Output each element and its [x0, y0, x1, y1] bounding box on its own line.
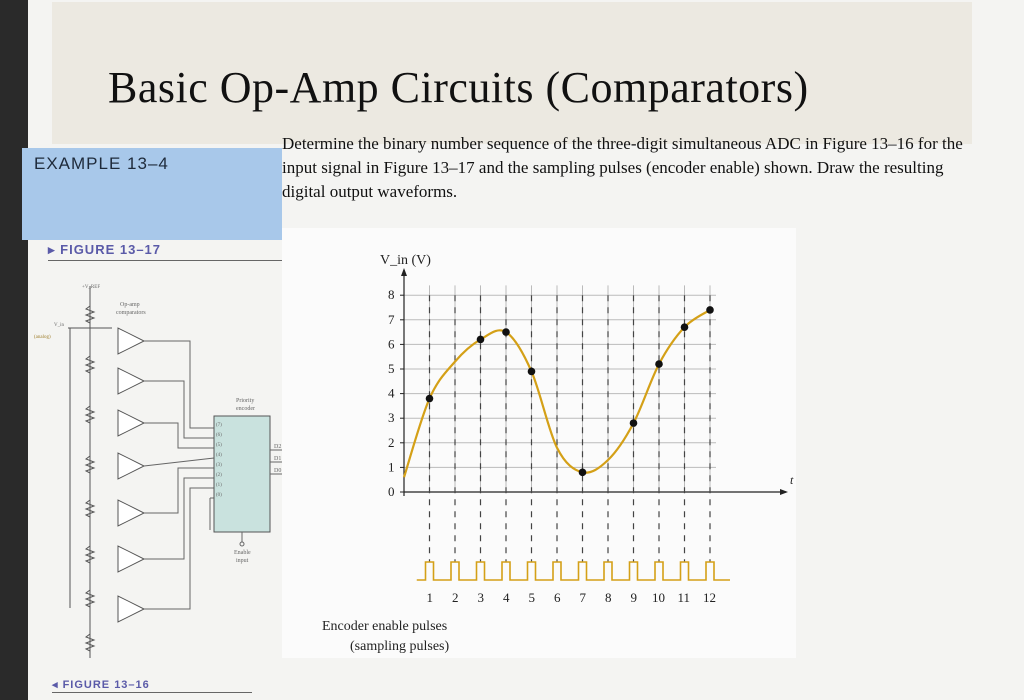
- svg-text:(2): (2): [216, 473, 222, 478]
- comparator-3: [117, 499, 146, 527]
- adc-circuit-diagram: Op-amp comparators Priority encoder Bina…: [34, 285, 312, 658]
- svg-text:D2: D2: [274, 444, 281, 450]
- svg-text:(3): (3): [216, 463, 222, 468]
- figure-17-label: ▸ FIGURE 13–17: [48, 242, 161, 258]
- comparator-4: [117, 452, 146, 480]
- sample-point-3: [476, 335, 485, 344]
- pulse-caption-line-1: Encoder enable pulses: [322, 619, 447, 634]
- y-axis-arrow-icon: [401, 268, 407, 276]
- pulse-caption-line-2: (sampling pulses): [350, 639, 449, 654]
- analog-label: (analog): [34, 335, 51, 340]
- y-tick-label-0: 0: [388, 484, 395, 499]
- output-labels: D2 D1 D0: [274, 444, 281, 474]
- sample-point-4: [502, 328, 510, 336]
- sample-point-10: [655, 360, 663, 368]
- enable-label: Enable: [234, 550, 251, 556]
- encoder-label-2: encoder: [236, 406, 255, 412]
- figure-16-arrow-icon: ◂: [52, 679, 63, 691]
- y-tick-labels: 0 1 2 3 4 5 6 7 8: [388, 287, 404, 499]
- pulse-label-11: 11: [678, 590, 691, 605]
- pulse-label-2: 2: [452, 590, 459, 605]
- figure-17-rule: [48, 260, 284, 261]
- sample-point-5: [527, 367, 536, 376]
- svg-text:(1): (1): [216, 483, 222, 488]
- problem-text: Determine the binary number sequence of …: [282, 134, 963, 201]
- encoder-input-labels: (7) (6) (5) (4) (3) (2) (1) (0): [216, 423, 222, 498]
- opamp-label: Op-amp: [120, 302, 140, 308]
- example-label: EXAMPLE 13–4: [34, 154, 169, 173]
- figure-17-label-text: FIGURE 13–17: [60, 242, 162, 257]
- example-band: [22, 148, 282, 240]
- y-tick-label-5: 5: [388, 361, 395, 376]
- sample-point-1: [425, 394, 434, 403]
- sample-points: [425, 306, 714, 477]
- x-axis-arrow-icon: [780, 489, 788, 495]
- vref-label: +V_REF: [82, 285, 100, 290]
- vin-label: V_in: [54, 323, 65, 328]
- y-tick-label-1: 1: [388, 459, 395, 474]
- sample-dashes: [428, 295, 711, 562]
- svg-text:(4): (4): [216, 453, 222, 458]
- figure-17-arrow-icon: ▸: [48, 242, 61, 257]
- svg-text:(0): (0): [216, 493, 222, 498]
- y-axis-label: V_in (V): [380, 253, 431, 268]
- figure-16-rule: [52, 692, 252, 693]
- enable-label-2: input: [236, 558, 249, 564]
- comparator-7: [117, 327, 146, 355]
- svg-text:D0: D0: [274, 468, 281, 474]
- svg-text:(7): (7): [216, 423, 222, 428]
- sample-point-9: [629, 419, 638, 427]
- y-tick-label-3: 3: [388, 410, 395, 425]
- chart-grid: [403, 285, 716, 493]
- comparators: [117, 327, 146, 623]
- comparator-6: [117, 367, 146, 395]
- figure-16-label-text: FIGURE 13–16: [62, 679, 150, 691]
- svg-text:(5): (5): [216, 443, 222, 448]
- x-axis-label: t: [790, 473, 794, 487]
- comparator-2: [117, 545, 146, 573]
- comparator-wires: [143, 340, 215, 610]
- pulse-label-9: 9: [631, 590, 638, 605]
- svg-text:D1: D1: [274, 456, 281, 462]
- comparator-5: [117, 409, 146, 437]
- encoder-label: Priority: [236, 398, 254, 404]
- pulse-label-5: 5: [529, 590, 536, 605]
- y-tick-label-6: 6: [388, 336, 395, 351]
- pulse-label-6: 6: [554, 590, 561, 605]
- y-tick-label-7: 7: [388, 312, 395, 327]
- pulse-label-10: 10: [652, 590, 665, 605]
- y-tick-label-4: 4: [388, 386, 395, 401]
- pulse-label-8: 8: [605, 590, 612, 605]
- pulse-label-1: 1: [427, 590, 434, 605]
- pulse-label-7: 7: [580, 590, 587, 605]
- enable-pulse-train: [416, 561, 730, 581]
- resistor-ladder: [68, 286, 112, 658]
- priority-encoder: [213, 415, 271, 533]
- y-tick-label-8: 8: [388, 287, 395, 302]
- chart-axes: [401, 268, 788, 496]
- sample-point-12: [706, 306, 714, 314]
- svg-text:(6): (6): [216, 433, 222, 438]
- sample-point-11: [680, 323, 689, 331]
- pulse-label-4: 4: [503, 590, 510, 605]
- sample-point-7: [578, 468, 587, 477]
- opamp-label-2: comparators: [116, 310, 146, 316]
- y-tick-label-2: 2: [388, 435, 395, 450]
- pulse-number-labels: 1 2 3 4 5 6 7 8 9 10 11 12: [427, 590, 717, 605]
- figure-16-label: ◂ FIGURE 13–16: [52, 678, 150, 691]
- title-band: [52, 2, 972, 144]
- comparator-1: [117, 595, 146, 623]
- pulse-label-3: 3: [478, 590, 485, 605]
- slide-title: Basic Op-Amp Circuits (Comparators): [108, 63, 809, 112]
- pulse-label-12: 12: [703, 590, 716, 605]
